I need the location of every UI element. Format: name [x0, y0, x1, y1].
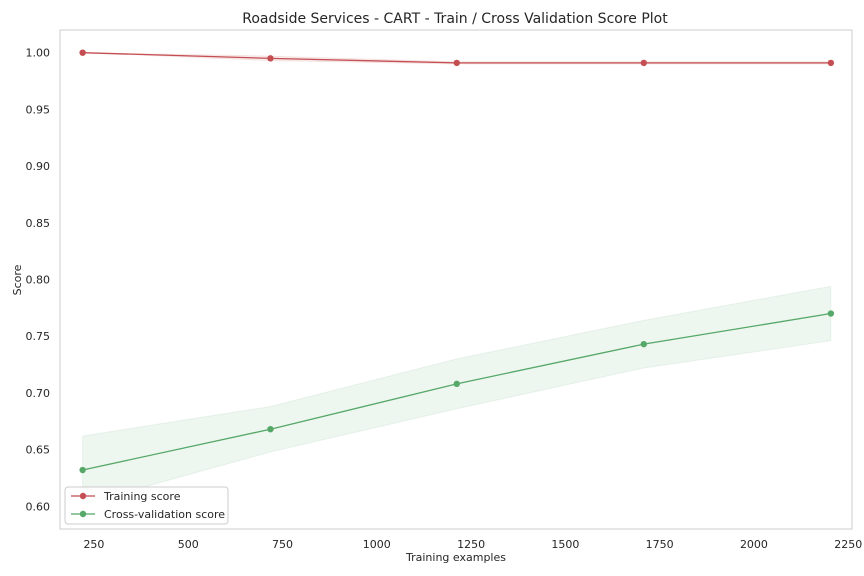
y-tick-label: 1.00 — [26, 47, 51, 60]
cross-validation-legend-marker — [79, 510, 87, 518]
training-score-point — [640, 59, 648, 67]
x-tick-label: 1750 — [646, 538, 674, 551]
training-score-point — [827, 59, 835, 67]
y-tick-label: 0.70 — [26, 387, 51, 400]
training-score-point — [453, 59, 460, 67]
y-axis-label: Score — [11, 264, 24, 295]
legend-box — [64, 486, 229, 525]
y-tick-label: 0.75 — [26, 330, 51, 343]
chart-title: Roadside Services - CART - Train / Cross… — [242, 11, 668, 27]
x-tick-label: 2250 — [834, 538, 862, 551]
cross-validation-score-point — [453, 380, 460, 388]
x-tick-label: 1000 — [363, 538, 391, 551]
cross-validation-legend-label: Cross-validation score — [104, 508, 225, 521]
x-tick-label: 1500 — [551, 538, 579, 551]
y-tick-label: 0.85 — [26, 217, 51, 230]
x-tick-label: 750 — [272, 538, 293, 551]
y-tick-label: 0.90 — [26, 160, 51, 173]
y-tick-label: 0.65 — [26, 444, 51, 457]
cross-validation-score-point — [79, 466, 86, 474]
plot-frame — [59, 29, 853, 530]
legend: Training score Cross-validation score — [64, 486, 229, 525]
x-tick-label: 500 — [178, 538, 199, 551]
y-tick-label: 0.80 — [26, 274, 51, 287]
training-score-point — [79, 49, 86, 56]
y-tick-label: 0.95 — [26, 103, 51, 116]
cross-validation-score-band — [82, 285, 832, 505]
training-legend-label: Training score — [103, 490, 181, 503]
training-legend-marker — [79, 492, 87, 500]
x-tick-label: 1250 — [457, 538, 485, 551]
x-axis-label: Training examples — [405, 551, 506, 564]
cross-validation-score-point — [267, 426, 274, 433]
x-tick-label: 2000 — [740, 538, 768, 551]
training-score-point — [267, 55, 274, 62]
x-tick-label: 250 — [83, 538, 104, 551]
cross-validation-score-point — [827, 310, 835, 317]
cross-validation-score-point — [640, 340, 648, 348]
y-tick-label: 0.60 — [26, 500, 51, 513]
